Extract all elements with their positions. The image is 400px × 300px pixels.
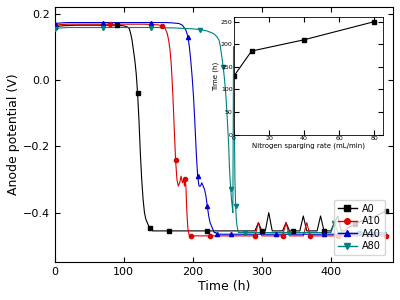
- X-axis label: Time (h): Time (h): [198, 280, 250, 293]
- Y-axis label: Anode potential (V): Anode potential (V): [7, 74, 20, 196]
- Legend: A0, A10, A40, A80: A0, A10, A40, A80: [334, 200, 385, 255]
